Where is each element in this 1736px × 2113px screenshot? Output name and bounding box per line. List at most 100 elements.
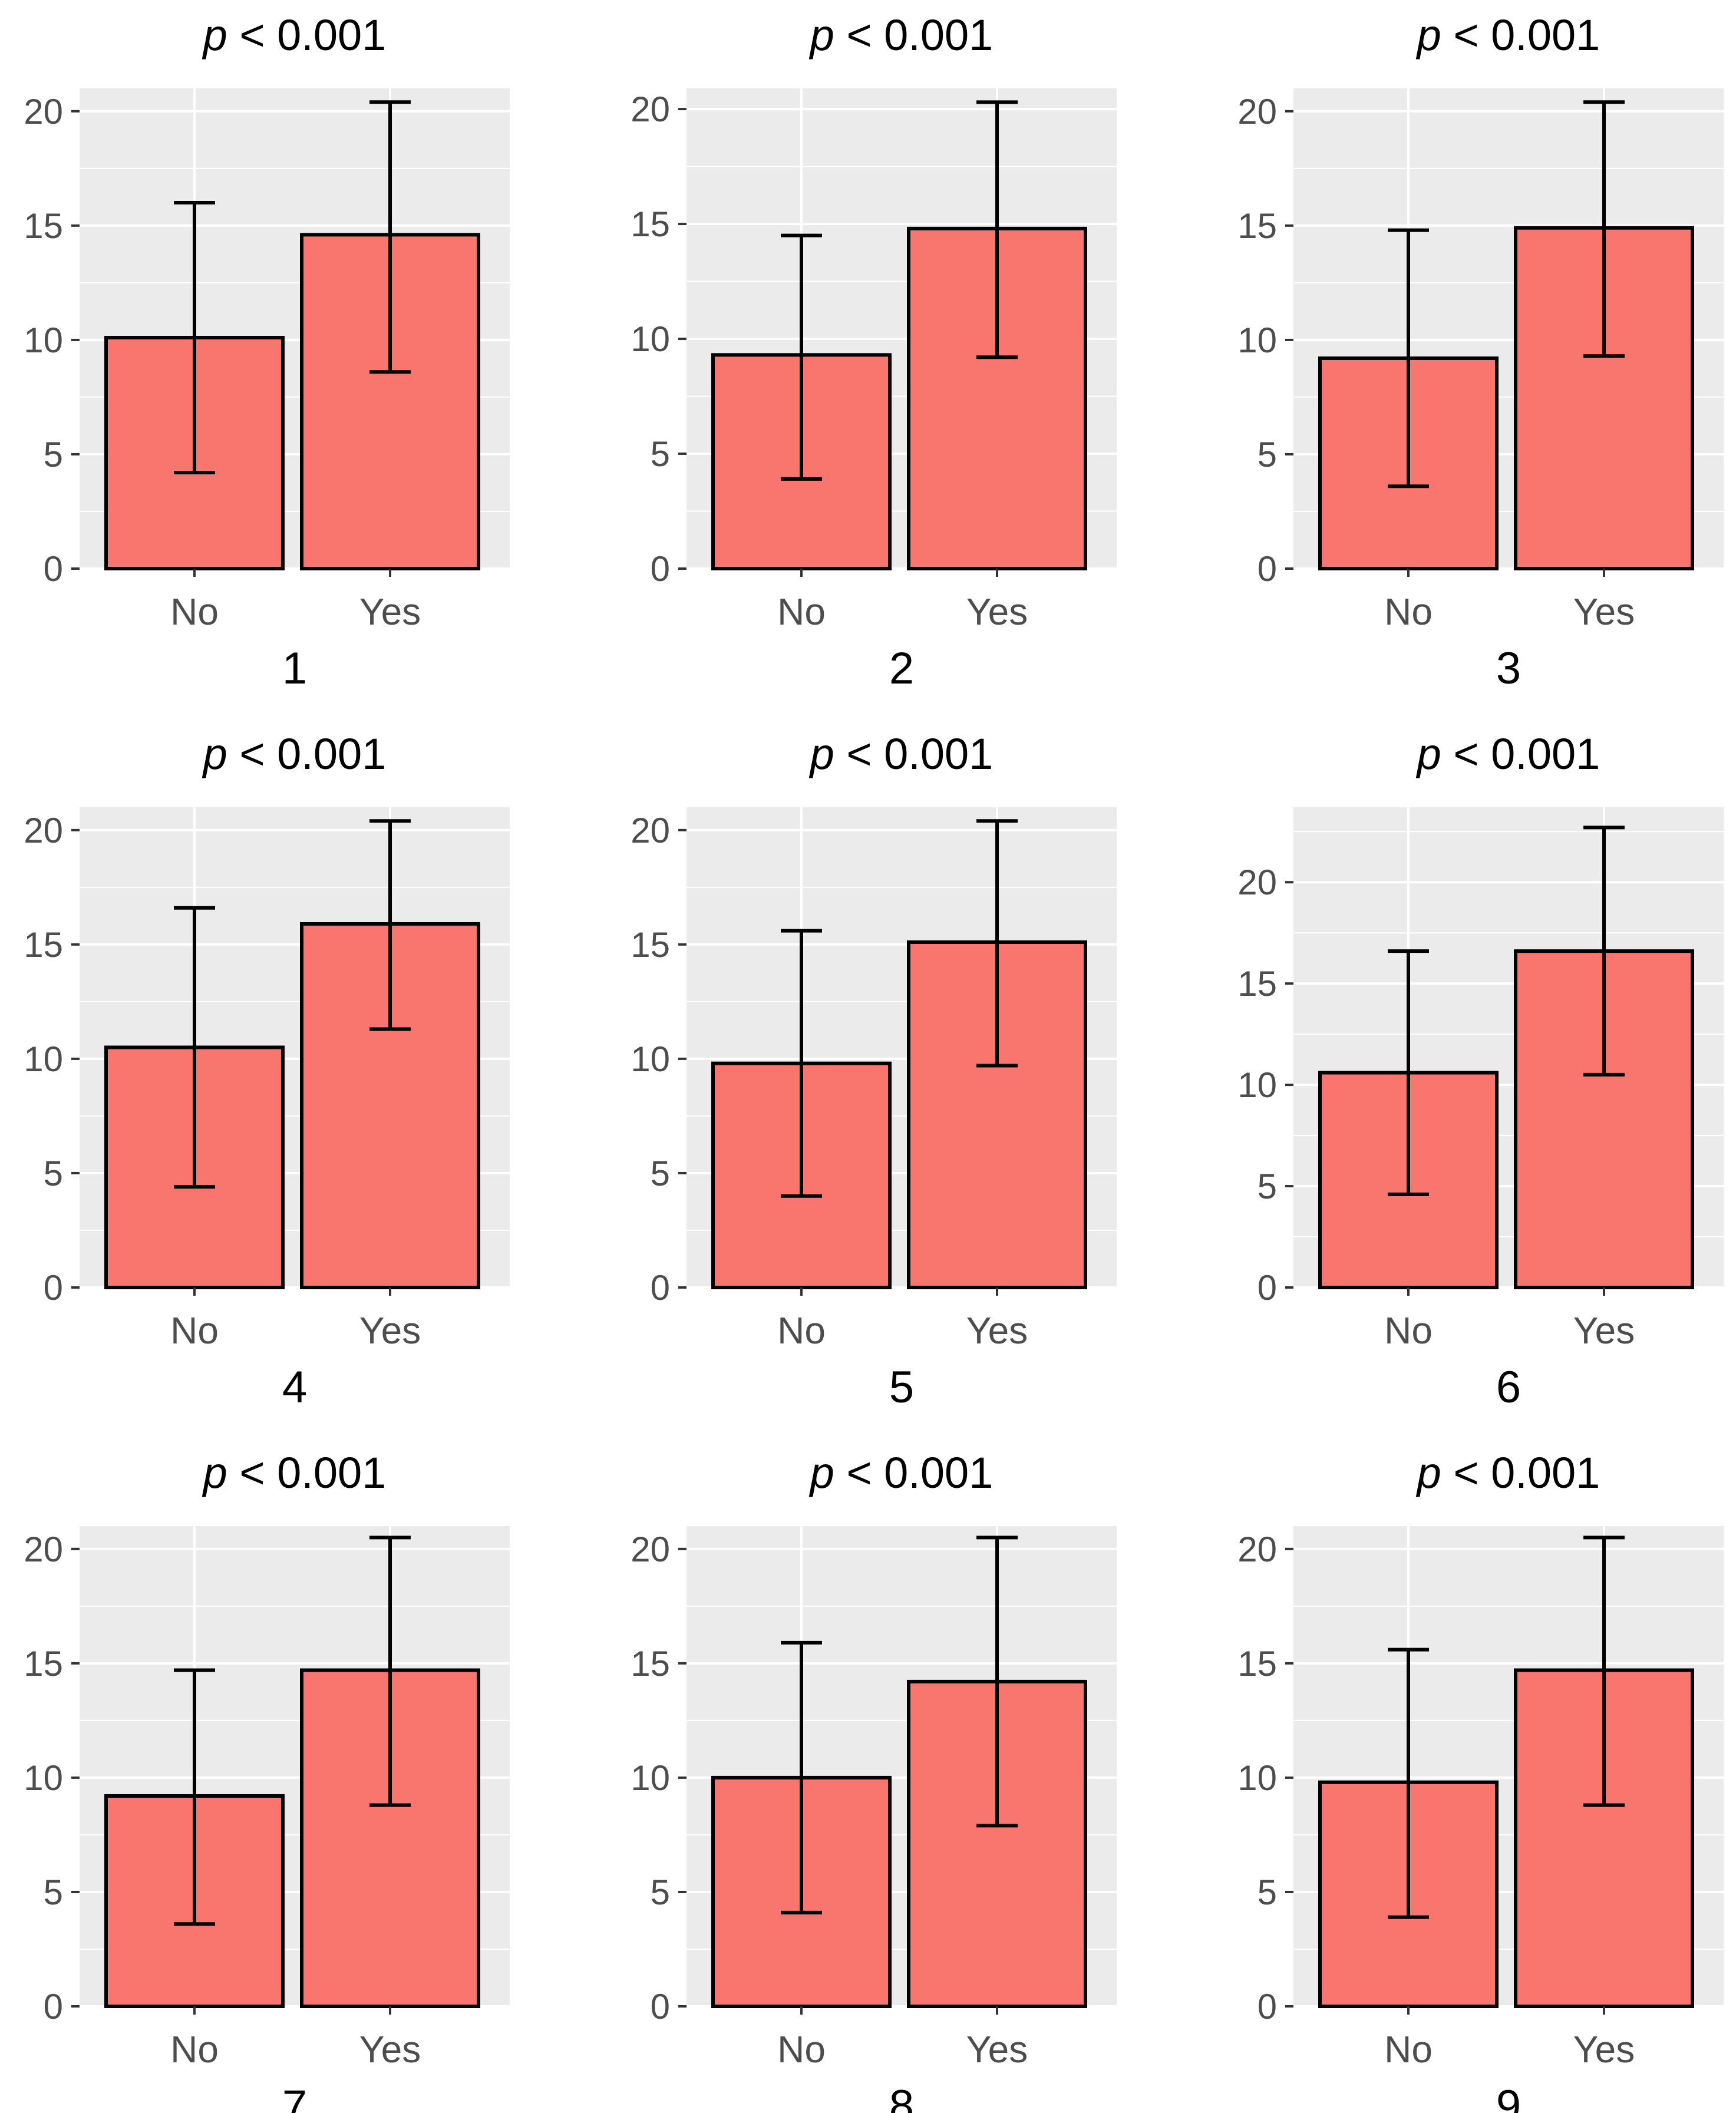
chart-6-ytick-label: 5 (1258, 1167, 1277, 1206)
chart-4-ytick-label: 5 (44, 1154, 63, 1193)
chart-3-xlabel: 3 (1496, 643, 1521, 694)
chart-2-title-var: p (809, 11, 834, 60)
chart-1-ytick-label: 5 (44, 435, 63, 474)
chart-4-ytick-label: 20 (24, 811, 63, 850)
chart-9-ytick-label: 15 (1237, 1644, 1277, 1683)
chart-8-ytick-label: 10 (631, 1758, 670, 1798)
chart-3-ytick-label: 0 (1258, 549, 1277, 589)
chart-3-title: p < 0.001 (1416, 11, 1600, 60)
chart-5-title-rest: < 0.001 (834, 729, 994, 778)
chart-2-xtick-label-yes: Yes (966, 590, 1028, 633)
chart-2-xlabel: 2 (889, 643, 914, 694)
chart-4-xtick-label-no: No (170, 1309, 219, 1352)
chart-6-title: p < 0.001 (1416, 729, 1600, 778)
chart-9-bar-yes (1514, 1668, 1694, 2008)
chart-1-title: p < 0.001 (202, 11, 387, 60)
chart-7-title: p < 0.001 (202, 1448, 387, 1497)
chart-2-title-rest: < 0.001 (834, 11, 994, 60)
chart-9-xtick-label-yes: Yes (1573, 2028, 1635, 2071)
chart-5-ytick-label: 5 (651, 1154, 670, 1193)
chart-2-ytick-label: 20 (631, 90, 670, 129)
chart-8: 0 5 10 15 20 No Yes 8 p < 0.001 (631, 1448, 1117, 2113)
chart-3-ytick-label: 15 (1237, 206, 1277, 246)
chart-9-ytick-label: 0 (1258, 1987, 1277, 2026)
chart-5-title: p < 0.001 (809, 729, 994, 778)
chart-6-ytick-label: 20 (1237, 863, 1277, 902)
chart-9-xtick-label-no: No (1384, 2028, 1433, 2071)
chart-7-xtick-label-yes: Yes (359, 2028, 421, 2071)
chart-4-ytick-label: 10 (24, 1039, 63, 1079)
chart-6-xtick-label-no: No (1384, 1309, 1433, 1352)
chart-8-title-rest: < 0.001 (834, 1448, 994, 1497)
chart-1-xtick-label-no: No (170, 590, 219, 633)
chart-8-ytick-label: 20 (631, 1530, 670, 1569)
chart-4-title: p < 0.001 (202, 729, 387, 778)
chart-7-title-var: p (202, 1448, 227, 1497)
chart-1-ytick-label: 15 (24, 206, 63, 246)
chart-5-xtick-label-no: No (777, 1309, 826, 1352)
chart-7-ytick-label: 20 (24, 1530, 63, 1569)
chart-6-xtick-label-yes: Yes (1573, 1309, 1635, 1352)
chart-3-title-var: p (1416, 11, 1441, 60)
chart-8-xtick-label-yes: Yes (966, 2028, 1028, 2071)
chart-2-title: p < 0.001 (809, 11, 994, 60)
chart-1-title-rest: < 0.001 (227, 11, 387, 60)
chart-2-ytick-label: 15 (631, 204, 670, 244)
chart-7: 0 5 10 15 20 No Yes 7 p < 0.001 (24, 1448, 510, 2113)
chart-8-xlabel: 8 (889, 2081, 914, 2113)
chart-4-title-rest: < 0.001 (227, 729, 387, 778)
chart-5: 0 5 10 15 20 No Yes 5 p < 0.001 (631, 729, 1117, 1412)
chart-5-ytick-label: 15 (631, 925, 670, 965)
chart-5-title-var: p (809, 729, 834, 778)
chart-7-ytick-label: 10 (24, 1758, 63, 1798)
chart-9-title-rest: < 0.001 (1441, 1448, 1600, 1497)
chart-2-xtick-label-no: No (777, 590, 826, 633)
chart-2: 0 5 10 15 20 No Yes 2 p < 0.001 (631, 11, 1117, 694)
chart-1-ytick-label: 0 (44, 549, 63, 589)
chart-1-xtick-label-yes: Yes (359, 590, 421, 633)
chart-3-ytick-label: 10 (1237, 321, 1277, 360)
chart-8-title: p < 0.001 (809, 1448, 994, 1497)
chart-3-title-rest: < 0.001 (1441, 11, 1600, 60)
chart-7-xlabel: 7 (282, 2081, 307, 2113)
chart-7-ytick-label: 0 (44, 1987, 63, 2026)
chart-5-xtick-label-yes: Yes (966, 1309, 1028, 1352)
chart-1-ytick-label: 20 (24, 92, 63, 131)
chart-7-xtick-label-no: No (170, 2028, 219, 2071)
chart-4-xtick-label-yes: Yes (359, 1309, 421, 1352)
chart-8-ytick-label: 0 (651, 1987, 670, 2026)
chart-3-ytick-label: 5 (1258, 435, 1277, 474)
chart-9-ytick-label: 5 (1258, 1873, 1277, 1912)
chart-5-ytick-label: 10 (631, 1039, 670, 1079)
chart-1-title-var: p (202, 11, 227, 60)
chart-9-title: p < 0.001 (1416, 1448, 1600, 1497)
chart-6-xlabel: 6 (1496, 1362, 1521, 1412)
chart-3-xtick-label-no: No (1384, 590, 1433, 633)
chart-1-xlabel: 1 (282, 643, 307, 694)
chart-8-ytick-label: 15 (631, 1644, 670, 1683)
chart-9-xlabel: 9 (1496, 2081, 1521, 2113)
chart-3-xtick-label-yes: Yes (1573, 590, 1635, 633)
chart-9: 0 5 10 15 20 No Yes 9 p < 0.001 (1237, 1448, 1724, 2113)
chart-3-ytick-label: 20 (1237, 92, 1277, 131)
chart-6-ytick-label: 10 (1237, 1065, 1277, 1105)
chart-4-ytick-label: 0 (44, 1268, 63, 1308)
chart-4-ytick-label: 15 (24, 925, 63, 965)
chart-2-ytick-label: 10 (631, 319, 670, 359)
chart-8-title-var: p (809, 1448, 834, 1497)
chart-7-ytick-label: 15 (24, 1644, 63, 1683)
chart-4: 0 5 10 15 20 No Yes 4 p < 0.001 (24, 729, 510, 1412)
chart-3: 0 5 10 15 20 No Yes 3 p < 0.001 (1237, 11, 1724, 694)
chart-1: 0 5 10 15 20 No Yes 1 p < 0.001 (24, 11, 510, 694)
chart-4-title-var: p (202, 729, 227, 778)
chart-6-ytick-label: 0 (1258, 1268, 1277, 1308)
chart-7-ytick-label: 5 (44, 1873, 63, 1912)
chart-5-xlabel: 5 (889, 1362, 914, 1412)
chart-7-title-rest: < 0.001 (227, 1448, 387, 1497)
chart-2-ytick-label: 5 (651, 434, 670, 474)
chart-6-title-rest: < 0.001 (1441, 729, 1600, 778)
chart-2-ytick-label: 0 (651, 549, 670, 589)
chart-9-title-var: p (1416, 1448, 1441, 1497)
chart-6-title-var: p (1416, 729, 1441, 778)
